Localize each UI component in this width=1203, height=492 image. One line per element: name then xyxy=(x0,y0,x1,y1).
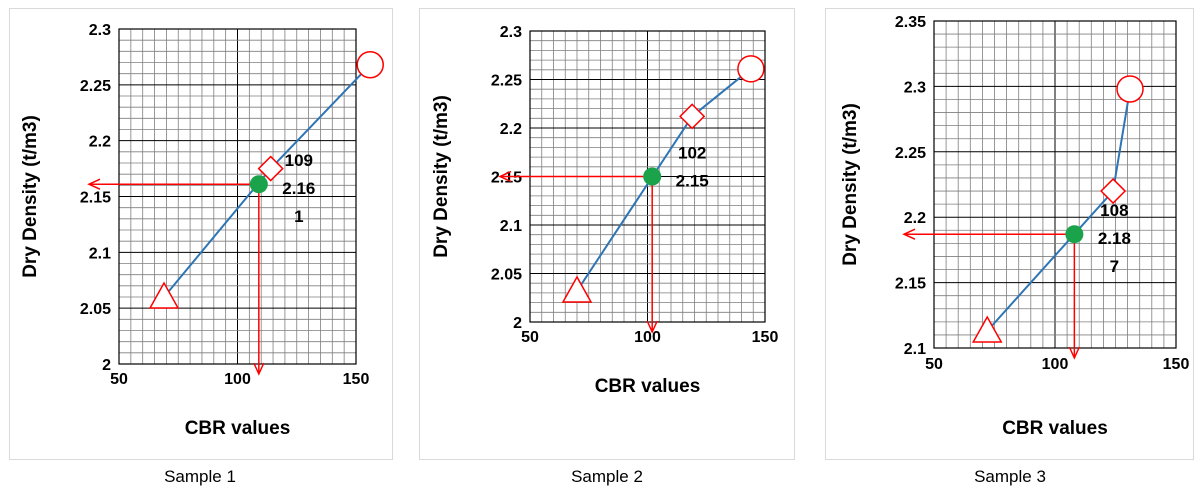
chart-caption-1: Sample 1 xyxy=(164,467,236,486)
x-tick-label: 100 xyxy=(1042,356,1069,373)
diamond-marker xyxy=(257,155,284,182)
result-point xyxy=(643,167,662,186)
result-annotation: 102 xyxy=(678,144,706,163)
y-tick-label: 2.25 xyxy=(80,78,111,95)
plot-area-frame xyxy=(118,28,357,365)
result-annotation: 2.16 xyxy=(282,179,315,198)
circle-marker xyxy=(737,55,765,83)
x-tick-label: 100 xyxy=(224,371,251,388)
y-tick-label: 2.35 xyxy=(895,14,926,31)
y-tick-label: 2.2 xyxy=(904,210,926,227)
x-tick-label: 150 xyxy=(1163,356,1190,373)
series-line xyxy=(576,68,752,292)
y-tick-label: 2.3 xyxy=(89,22,111,39)
chart-panel-1: 50 100 150 2 2.05 2.1 2.15 2.2 2.25 2.3 CBR values… xyxy=(9,8,393,460)
chart-svg-3: 50 100 150 2.1 2.15 2.2 2.25 2.3 2.35 CBR values D… xyxy=(840,14,1190,439)
vertical-arrow-head xyxy=(253,362,265,376)
grid xyxy=(933,20,1177,349)
triangle-marker xyxy=(561,275,593,303)
result-annotation: 2.15 xyxy=(676,172,709,191)
horizontal-arrow-head xyxy=(498,170,512,183)
y-axis-title: Dry Density (t/m3) xyxy=(20,115,41,278)
y-tick-label: 2.1 xyxy=(89,245,111,262)
triangle-marker xyxy=(148,281,180,309)
x-tick-label: 100 xyxy=(634,329,661,346)
circle-marker xyxy=(356,50,384,79)
y-axis-title: Dry Density (t/m3) xyxy=(431,95,452,258)
y-tick-label: 2.15 xyxy=(895,276,926,293)
vertical-arrow-head xyxy=(1068,346,1081,360)
x-tick-label: 150 xyxy=(343,371,370,388)
y-tick-label: 2.15 xyxy=(491,170,522,187)
result-annotation: 2.18 xyxy=(1098,229,1131,248)
chart-caption-2: Sample 2 xyxy=(571,467,643,486)
y-tick-label: 2.3 xyxy=(500,24,522,41)
result-point xyxy=(1065,225,1084,244)
y-tick-label: 2.2 xyxy=(89,134,111,151)
result-point xyxy=(249,175,268,194)
x-axis-title: CBR values xyxy=(595,376,701,397)
y-tick-label: 2.05 xyxy=(80,301,111,318)
y-tick-label: 2 xyxy=(513,315,522,332)
y-tick-label: 2.05 xyxy=(491,267,522,284)
chart-svg-2: 50 100 150 2 2.05 2.1 2.15 2.2 2.25 2.3 CBR values… xyxy=(431,24,779,397)
x-tick-label: 50 xyxy=(925,356,943,373)
diamond-marker xyxy=(1100,177,1127,205)
y-axis-title: Dry Density (t/m3) xyxy=(840,103,861,266)
y-tick-label: 2.15 xyxy=(80,190,111,207)
triangle-marker xyxy=(971,315,1003,343)
y-tick-label: 2.25 xyxy=(491,73,522,90)
y-tick-label: 2.1 xyxy=(904,341,926,358)
chart-svg-1: 50 100 150 2 2.05 2.1 2.15 2.2 2.25 2.3 CBR values… xyxy=(20,22,384,439)
result-annotation: 108 xyxy=(1100,201,1128,220)
x-tick-label: 50 xyxy=(110,371,128,388)
y-tick-label: 2 xyxy=(102,357,111,374)
y-tick-label: 2.25 xyxy=(895,145,926,162)
vertical-arrow-head xyxy=(646,320,658,334)
horizontal-arrow-head xyxy=(902,228,916,240)
horizontal-arrow-head xyxy=(87,178,101,190)
result-annotation: 7 xyxy=(1110,257,1119,276)
y-tick-label: 2.3 xyxy=(904,79,926,96)
x-axis-title: CBR values xyxy=(185,418,291,439)
y-tick-label: 2.2 xyxy=(500,121,522,138)
x-tick-label: 50 xyxy=(521,329,539,346)
chart-caption-3: Sample 3 xyxy=(974,467,1046,486)
result-annotation: 109 xyxy=(285,151,313,170)
chart-panel-3: 50 100 150 2.1 2.15 2.2 2.25 2.3 2.35 CBR values D… xyxy=(825,8,1194,460)
plot-area-frame xyxy=(933,20,1177,349)
x-axis-title: CBR values xyxy=(1002,418,1108,439)
result-annotation: 1 xyxy=(294,207,303,226)
circle-marker xyxy=(1116,75,1144,103)
grid xyxy=(118,28,357,365)
diamond-marker xyxy=(679,103,706,130)
y-tick-label: 2.1 xyxy=(500,218,522,235)
x-tick-label: 150 xyxy=(752,329,779,346)
chart-panel-2: 50 100 150 2 2.05 2.1 2.15 2.2 2.25 2.3 CBR values… xyxy=(419,8,795,460)
